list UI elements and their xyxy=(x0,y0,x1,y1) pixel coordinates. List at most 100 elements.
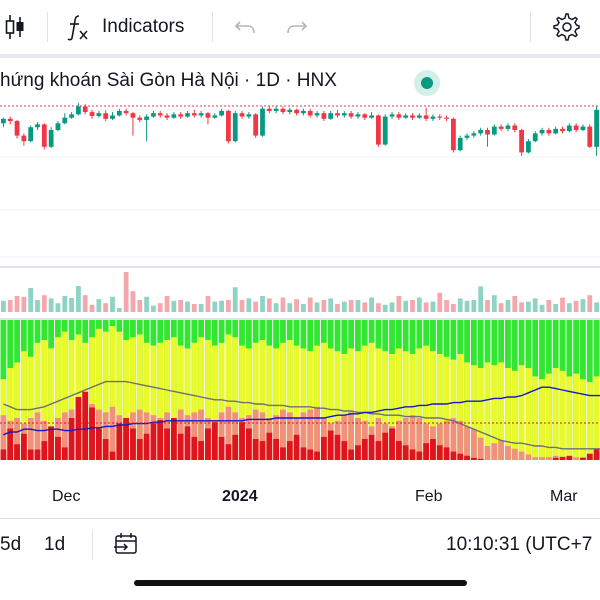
indicator-yellow-bar xyxy=(41,340,48,460)
indicator-red-bar xyxy=(286,441,293,460)
volume-bar xyxy=(246,298,252,312)
indicator-red-bar xyxy=(27,449,34,460)
indicator-yellow-bar xyxy=(525,368,532,460)
indicator-yellow-bar xyxy=(259,340,266,460)
volume-bar xyxy=(512,296,518,312)
indicator-salmon-bar xyxy=(539,457,545,460)
volume-bar xyxy=(55,303,61,312)
volume-bar xyxy=(403,300,409,312)
indicator-yellow-bar xyxy=(545,373,552,460)
candle-body xyxy=(451,118,456,151)
volume-bar xyxy=(355,300,361,312)
indicator-yellow-bar xyxy=(320,342,327,460)
indicator-red-bar xyxy=(334,434,341,460)
indicator-salmon-bar xyxy=(443,420,450,460)
pane-divider[interactable] xyxy=(0,318,600,320)
indicator-yellow-bar xyxy=(341,354,348,460)
redo-button[interactable] xyxy=(284,8,310,46)
candle-body xyxy=(396,114,402,118)
indicator-yellow-bar xyxy=(484,362,491,460)
volume-bar xyxy=(451,304,456,312)
volume-bar xyxy=(205,296,211,312)
indicator-salmon-bar xyxy=(402,418,409,460)
volume-bar xyxy=(62,296,68,312)
candle-body xyxy=(376,115,381,145)
indicators-button[interactable]: Indicators xyxy=(66,8,184,46)
candle-body xyxy=(178,114,184,117)
candle-body xyxy=(171,114,177,118)
candle-body xyxy=(164,115,170,118)
indicator-red-bar xyxy=(320,436,327,460)
indicator-salmon-bar xyxy=(573,457,580,460)
indicator-red-bar xyxy=(245,428,252,460)
indicator-yellow-bar xyxy=(539,379,545,460)
pane-divider[interactable] xyxy=(0,266,600,268)
volume-bar xyxy=(123,272,129,312)
indicator-yellow-bar xyxy=(375,348,382,460)
indicator-red-bar xyxy=(457,453,464,460)
volume-bar xyxy=(362,302,368,312)
candle-body xyxy=(103,113,109,119)
candle-body xyxy=(355,114,361,117)
indicator-red-bar xyxy=(293,434,300,460)
volume-bar xyxy=(7,300,13,312)
volume-bar xyxy=(151,305,156,312)
indicator-yellow-bar xyxy=(505,368,511,460)
candle-body xyxy=(294,109,299,114)
indicator-yellow-bar xyxy=(102,331,109,460)
volume-bar xyxy=(280,297,286,312)
indicator-salmon-bar xyxy=(409,415,416,460)
candle-body xyxy=(76,106,81,115)
price-chart[interactable] xyxy=(0,100,600,260)
candle-body xyxy=(321,113,327,119)
indicator-yellow-bar xyxy=(55,337,61,460)
indicator-chart[interactable] xyxy=(0,320,600,464)
volume-chart[interactable] xyxy=(0,268,600,314)
volume-bar xyxy=(328,298,334,312)
indicator-red-bar xyxy=(580,457,586,460)
indicator-yellow-bar xyxy=(252,342,259,460)
indicator-salmon-bar xyxy=(464,426,470,460)
indicator-red-bar xyxy=(348,449,355,460)
indicator-salmon-bar xyxy=(109,406,116,460)
indicator-red-bar xyxy=(136,439,143,460)
candle-body xyxy=(219,110,224,116)
indicator-yellow-bar xyxy=(361,345,368,460)
indicator-salmon-bar xyxy=(0,415,7,460)
candle-body xyxy=(226,110,231,142)
indicator-yellow-bar xyxy=(355,351,361,460)
indicator-red-bar xyxy=(300,447,307,460)
candle-body xyxy=(498,126,504,129)
candle-body xyxy=(437,116,443,118)
indicator-salmon-bar xyxy=(136,409,143,460)
indicator-yellow-bar xyxy=(416,348,423,460)
go-to-date-icon[interactable] xyxy=(113,532,139,562)
candle-body xyxy=(335,113,340,116)
range-5d-button[interactable]: 5d xyxy=(0,534,22,555)
candle-body xyxy=(82,106,88,113)
range-1d-button[interactable]: 1d xyxy=(44,534,66,555)
candle-body xyxy=(144,116,149,120)
symbol-title[interactable]: hứng khoán Sài Gòn Hà Nội · 1D · HNX xyxy=(0,70,337,91)
volume-bar xyxy=(76,286,81,312)
market-status-dot[interactable] xyxy=(414,70,440,96)
undo-button[interactable] xyxy=(232,8,258,46)
indicator-red-bar xyxy=(130,428,136,460)
candles-icon[interactable] xyxy=(4,8,26,46)
timezone-clock[interactable]: 10:10:31 (UTC+7 xyxy=(446,534,593,555)
time-axis-label: Mar xyxy=(550,488,578,505)
indicator-red-bar xyxy=(559,456,566,460)
indicator-red-bar xyxy=(450,451,457,460)
settings-button[interactable] xyxy=(552,8,582,46)
indicator-red-bar xyxy=(0,449,7,460)
indicator-yellow-bar xyxy=(14,362,20,460)
indicator-red-bar xyxy=(280,447,286,460)
volume-bar xyxy=(21,296,27,312)
volume-bar xyxy=(430,301,436,312)
indicator-red-bar xyxy=(205,428,211,460)
indicator-red-bar xyxy=(61,447,68,460)
candle-body xyxy=(35,124,40,128)
indicator-red-bar xyxy=(314,451,320,460)
candle-body xyxy=(7,118,13,122)
indicator-red-bar xyxy=(143,433,150,460)
